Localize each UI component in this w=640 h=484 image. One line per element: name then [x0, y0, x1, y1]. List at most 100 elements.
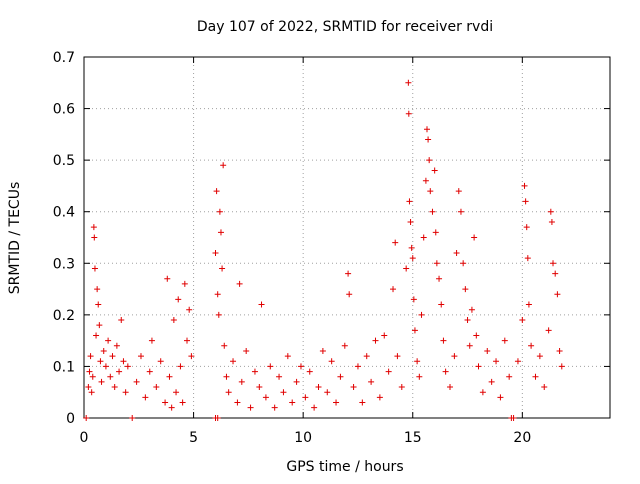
data-point [359, 399, 366, 406]
data-point [468, 306, 475, 313]
data-point [179, 399, 186, 406]
data-point [350, 384, 357, 391]
data-point [175, 296, 182, 303]
data-point [471, 234, 478, 241]
data-point [289, 399, 296, 406]
data-point [256, 384, 263, 391]
data-point [271, 404, 278, 411]
data-point [501, 337, 508, 344]
data-point [427, 188, 434, 195]
chart-title: Day 107 of 2022, SRMTID for receiver rvd… [197, 19, 493, 35]
data-point [216, 208, 223, 215]
data-point [436, 275, 443, 282]
data-point [297, 363, 304, 370]
x-axis-label: GPS time / hours [286, 459, 403, 475]
data-point [550, 260, 557, 267]
data-point [407, 219, 414, 226]
data-point [510, 415, 517, 421]
data-point [519, 317, 526, 324]
data-point [558, 363, 565, 370]
data-point [506, 373, 513, 380]
data-point [497, 394, 504, 401]
data-point [525, 301, 532, 308]
data-point [488, 378, 495, 385]
data-point [405, 110, 412, 117]
data-point [466, 342, 473, 349]
grid [84, 57, 610, 418]
data-point [514, 358, 521, 365]
data-point [532, 373, 539, 380]
data-point [118, 317, 125, 324]
x-tick-label: 15 [404, 430, 422, 446]
data-point [457, 208, 464, 215]
data-point [86, 368, 93, 375]
data-point [225, 389, 232, 396]
data-point [177, 363, 184, 370]
data-point [213, 188, 220, 195]
data-point [280, 389, 287, 396]
data-point [215, 311, 222, 318]
data-point [475, 363, 482, 370]
data-point [184, 337, 191, 344]
data-point [137, 353, 144, 360]
data-point [409, 255, 416, 262]
data-point [410, 296, 417, 303]
data-point [493, 358, 500, 365]
data-point [440, 337, 447, 344]
data-point [212, 249, 219, 256]
data-point [392, 239, 399, 246]
data-point [258, 301, 265, 308]
data-point [83, 415, 90, 421]
data-point [442, 368, 449, 375]
data-point [148, 337, 155, 344]
data-point [451, 353, 458, 360]
data-point [403, 265, 410, 272]
data-point [88, 389, 95, 396]
data-point [94, 286, 101, 293]
data-point [324, 389, 331, 396]
data-point [368, 378, 375, 385]
data-point [556, 347, 563, 354]
data-point [315, 384, 322, 391]
data-point [306, 368, 313, 375]
data-point [188, 353, 195, 360]
data-point [95, 301, 102, 308]
data-point [372, 337, 379, 344]
y-tick-label: 0 [66, 411, 75, 427]
data-point [236, 280, 243, 287]
data-point [102, 363, 109, 370]
data-point [234, 399, 241, 406]
data-point [406, 198, 413, 205]
data-point [328, 358, 335, 365]
data-point [214, 291, 221, 298]
data-point [100, 347, 107, 354]
data-point [133, 378, 140, 385]
data-point [173, 389, 180, 396]
data-point [129, 415, 136, 421]
data-point [455, 188, 462, 195]
data-point [262, 394, 269, 401]
data-point [293, 378, 300, 385]
data-point [267, 363, 274, 370]
x-tick-label: 10 [294, 430, 312, 446]
data-point [426, 157, 433, 164]
data-point [105, 337, 112, 344]
data-point [122, 389, 129, 396]
data-point [124, 363, 131, 370]
y-tick-label: 0.3 [53, 256, 75, 272]
data-point [381, 332, 388, 339]
data-point [524, 255, 531, 262]
data-point [142, 394, 149, 401]
data-point [433, 260, 440, 267]
data-point [416, 373, 423, 380]
data-point [479, 389, 486, 396]
data-point [432, 229, 439, 236]
data-point [422, 177, 429, 184]
data-point [337, 373, 344, 380]
data-point [238, 378, 245, 385]
data-point [157, 358, 164, 365]
data-point [243, 347, 250, 354]
data-point [276, 373, 283, 380]
y-tick-label: 0.5 [53, 153, 75, 169]
